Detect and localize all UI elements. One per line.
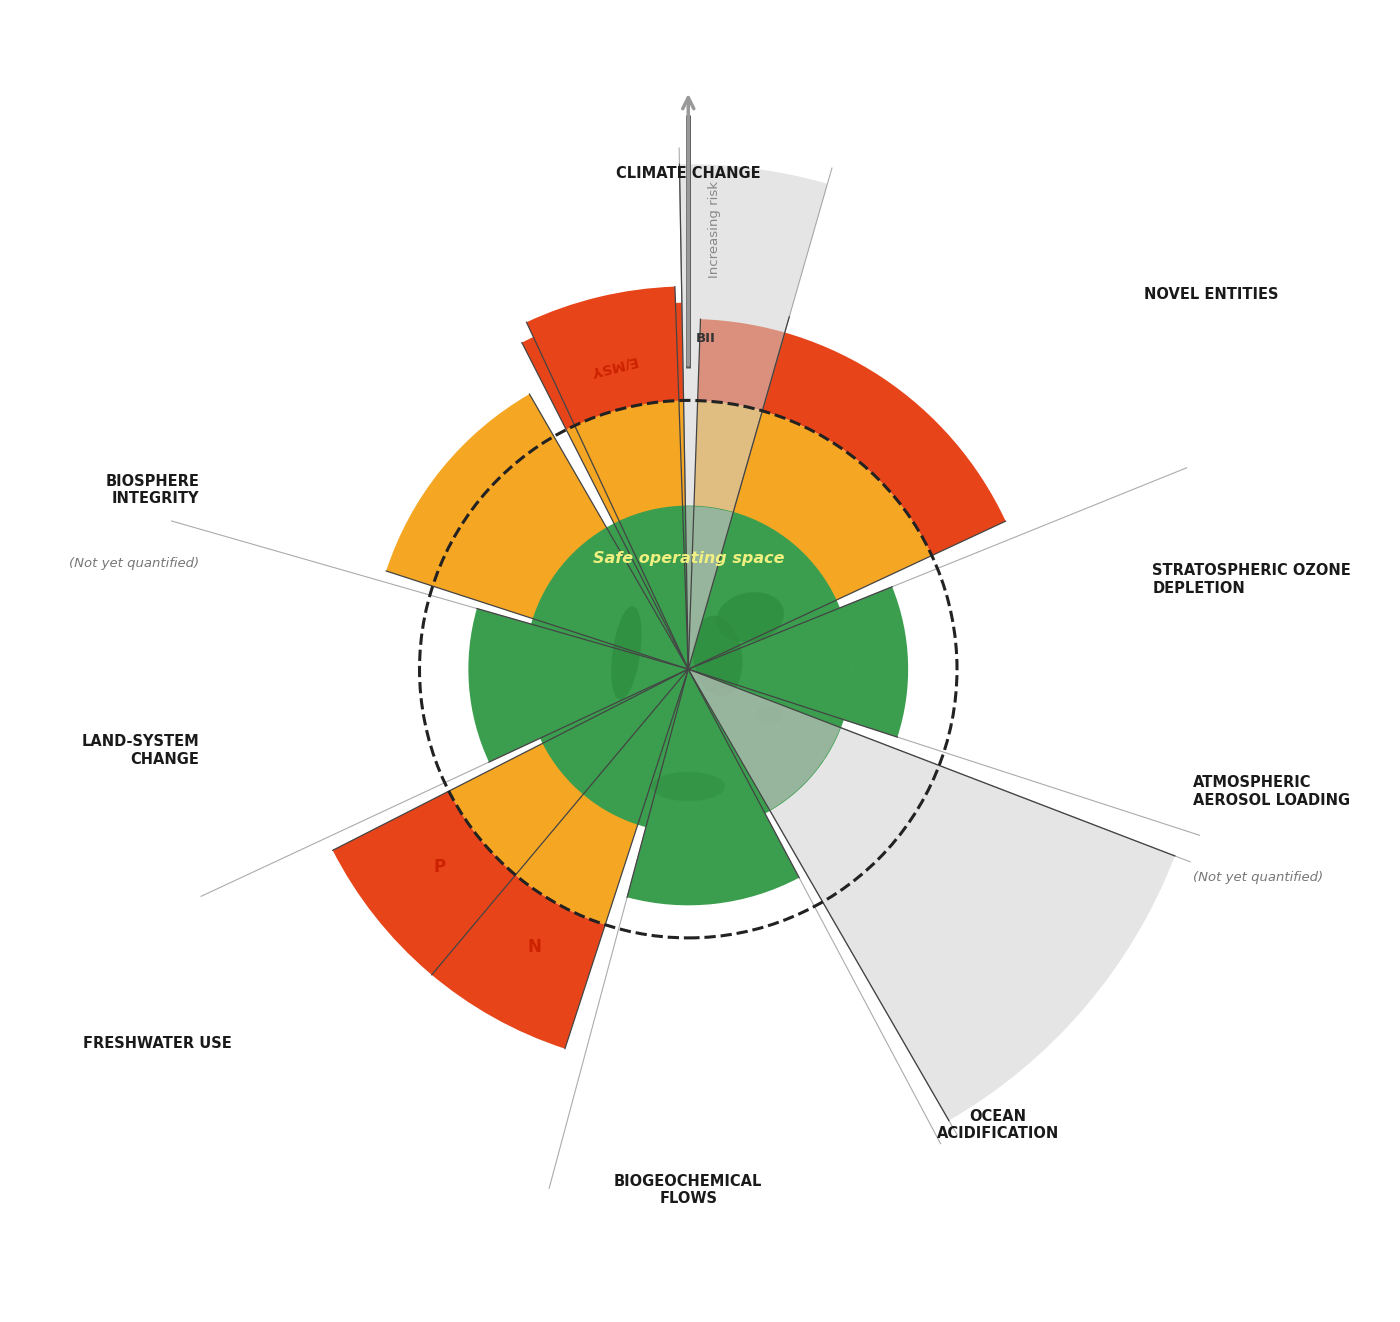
- Ellipse shape: [651, 772, 725, 801]
- Wedge shape: [689, 669, 840, 810]
- Wedge shape: [694, 401, 932, 600]
- Text: OCEAN
ACIDIFICATION: OCEAN ACIDIFICATION: [937, 1109, 1058, 1141]
- Text: N: N: [528, 937, 542, 956]
- Wedge shape: [627, 813, 799, 906]
- Wedge shape: [386, 394, 606, 619]
- Wedge shape: [566, 401, 686, 524]
- Text: E/MSY: E/MSY: [588, 353, 638, 378]
- Text: Safe operating space: Safe operating space: [592, 551, 784, 566]
- Ellipse shape: [693, 616, 742, 697]
- Text: (Not yet quantified): (Not yet quantified): [1193, 871, 1323, 884]
- Text: P: P: [434, 858, 445, 876]
- Text: CLIMATE CHANGE: CLIMATE CHANGE: [616, 165, 760, 181]
- Text: BIOGEOCHEMICAL
FLOWS: BIOGEOCHEMICAL FLOWS: [615, 1174, 763, 1207]
- Text: Increasing risk: Increasing risk: [708, 181, 721, 278]
- Wedge shape: [522, 303, 683, 430]
- Ellipse shape: [717, 592, 784, 642]
- Ellipse shape: [756, 705, 784, 724]
- Wedge shape: [333, 791, 605, 1048]
- Text: FRESHWATER USE: FRESHWATER USE: [84, 1036, 232, 1051]
- Wedge shape: [679, 164, 827, 513]
- Ellipse shape: [612, 605, 641, 699]
- Text: BII: BII: [696, 332, 715, 345]
- Text: BIOSPHERE
INTEGRITY: BIOSPHERE INTEGRITY: [106, 473, 200, 506]
- Text: (Not yet quantified): (Not yet quantified): [70, 557, 200, 570]
- Wedge shape: [574, 401, 683, 521]
- Text: ATMOSPHERIC
AEROSOL LOADING: ATMOSPHERIC AEROSOL LOADING: [1193, 775, 1351, 808]
- Wedge shape: [839, 587, 909, 738]
- Text: LAND-SYSTEM
CHANGE: LAND-SYSTEM CHANGE: [81, 735, 200, 767]
- Wedge shape: [469, 608, 540, 761]
- Wedge shape: [686, 506, 734, 669]
- Wedge shape: [770, 727, 1175, 1121]
- Text: STRATOSPHERIC OZONE
DEPLETION: STRATOSPHERIC OZONE DEPLETION: [1152, 563, 1351, 596]
- Wedge shape: [526, 287, 679, 426]
- Text: NOVEL ENTITIES: NOVEL ENTITIES: [1144, 287, 1278, 301]
- Wedge shape: [697, 319, 1005, 555]
- Circle shape: [525, 506, 851, 832]
- Wedge shape: [449, 743, 638, 925]
